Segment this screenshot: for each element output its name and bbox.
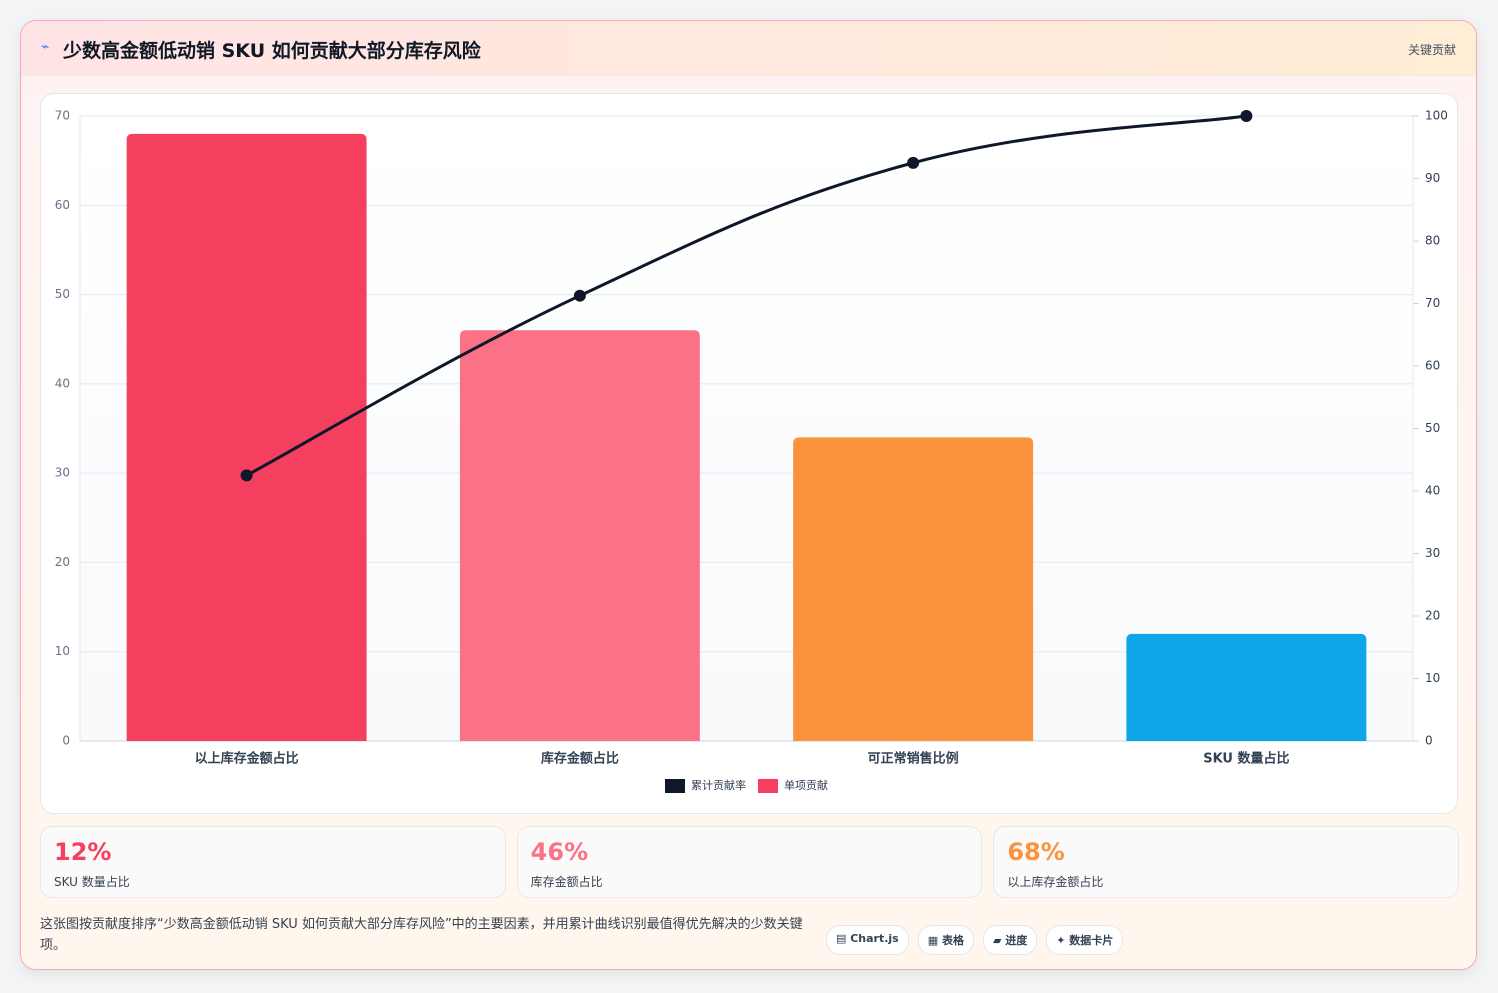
x-tick-label: 可正常销售比例 (868, 751, 959, 767)
y2-tick-label: 90 (1425, 171, 1440, 185)
y2-tick-label: 10 (1425, 671, 1440, 685)
y-tick-label: 60 (55, 198, 70, 212)
chart-panel: 0 10 20 30 40 50 60 70 0 10 20 30 40 50 60 70 80 90 100 以上库… (40, 93, 1458, 814)
x-tick-label: SKU 数量占比 (1203, 751, 1289, 767)
y2-tick-label: 80 (1425, 234, 1440, 248)
chips: ▤ Chart.js ▦ 表格 ▰ 进度 ✦ 数据卡片 (826, 925, 1124, 955)
header: ⌁ 少数高金额低动销 SKU 如何贡献大部分库存风险 关键贡献 (21, 21, 1476, 76)
line-point (1240, 110, 1253, 122)
y-tick-label: 50 (55, 287, 70, 301)
stat-card: 68% 以上库存金额占比 (993, 826, 1460, 898)
y2-tick-label: 30 (1425, 546, 1440, 560)
line-point (240, 469, 253, 482)
legend-label: 单项贡献 (784, 778, 828, 792)
header-icon: ⌁ (41, 39, 50, 55)
chip[interactable]: ✦ 数据卡片 (1046, 925, 1124, 955)
bar (459, 330, 700, 741)
y-tick-label: 10 (55, 644, 70, 658)
badge: 关键贡献 (1407, 43, 1456, 57)
y-tick-label: 40 (55, 376, 70, 390)
stat-label: 库存金额占比 (530, 875, 603, 889)
y2-tick-label: 100 (1425, 109, 1448, 123)
y-tick-label: 30 (55, 466, 70, 480)
line (245, 114, 1247, 477)
legend-swatch (665, 779, 685, 793)
y2-tick-label: 0 (1425, 734, 1433, 748)
title: 少数高金额低动销 SKU 如何贡献大部分库存风险 (63, 40, 481, 62)
legend-swatch (758, 779, 778, 793)
chip[interactable]: ▤ Chart.js (826, 925, 909, 955)
stat-card: 12% SKU 数量占比 (40, 826, 506, 898)
chip[interactable]: ▰ 进度 (982, 925, 1038, 955)
stat-cards: 12% SKU 数量占比 46% 库存金额占比 68% 以上库存金额占比 (40, 826, 1460, 898)
bar (1126, 633, 1367, 741)
stat-card: 46% 库存金额占比 (516, 826, 983, 898)
stat-value: 12% (54, 838, 112, 866)
x-tick-label: 以上库存金额占比 (195, 751, 299, 767)
legend-label: 累计贡献率 (691, 778, 746, 792)
bar (126, 133, 367, 741)
stat-label: SKU 数量占比 (54, 875, 130, 889)
y-tick-label: 0 (62, 734, 70, 748)
line-point (573, 289, 586, 302)
line-point (907, 156, 920, 169)
y2-tick-label: 60 (1425, 359, 1440, 373)
y-tick-label: 20 (55, 555, 70, 569)
stat-value: 68% (1007, 838, 1065, 866)
footer-text: 这张图按贡献度排序“少数高金额低动销 SKU 如何贡献大部分库存风险”中的主要因… (40, 917, 803, 953)
y2-tick-label: 20 (1425, 609, 1440, 623)
y2-tick-label: 50 (1425, 421, 1440, 435)
y-tick-label: 70 (55, 109, 70, 123)
dashboard-card: ⌁ 少数高金额低动销 SKU 如何贡献大部分库存风险 关键贡献 0 10 20 30 4… (20, 20, 1477, 970)
chart: 0 10 20 30 40 50 60 70 0 10 20 30 40 50 60 70 80 90 100 以上库… (55, 109, 1448, 793)
x-tick-label: 库存金额占比 (541, 751, 619, 767)
y2-tick-label: 70 (1425, 296, 1440, 310)
chip[interactable]: ▦ 表格 (917, 925, 974, 955)
bar (793, 437, 1034, 741)
stat-value: 46% (530, 838, 589, 866)
y2-tick-label: 40 (1425, 484, 1440, 498)
stat-label: 以上库存金额占比 (1007, 875, 1104, 889)
